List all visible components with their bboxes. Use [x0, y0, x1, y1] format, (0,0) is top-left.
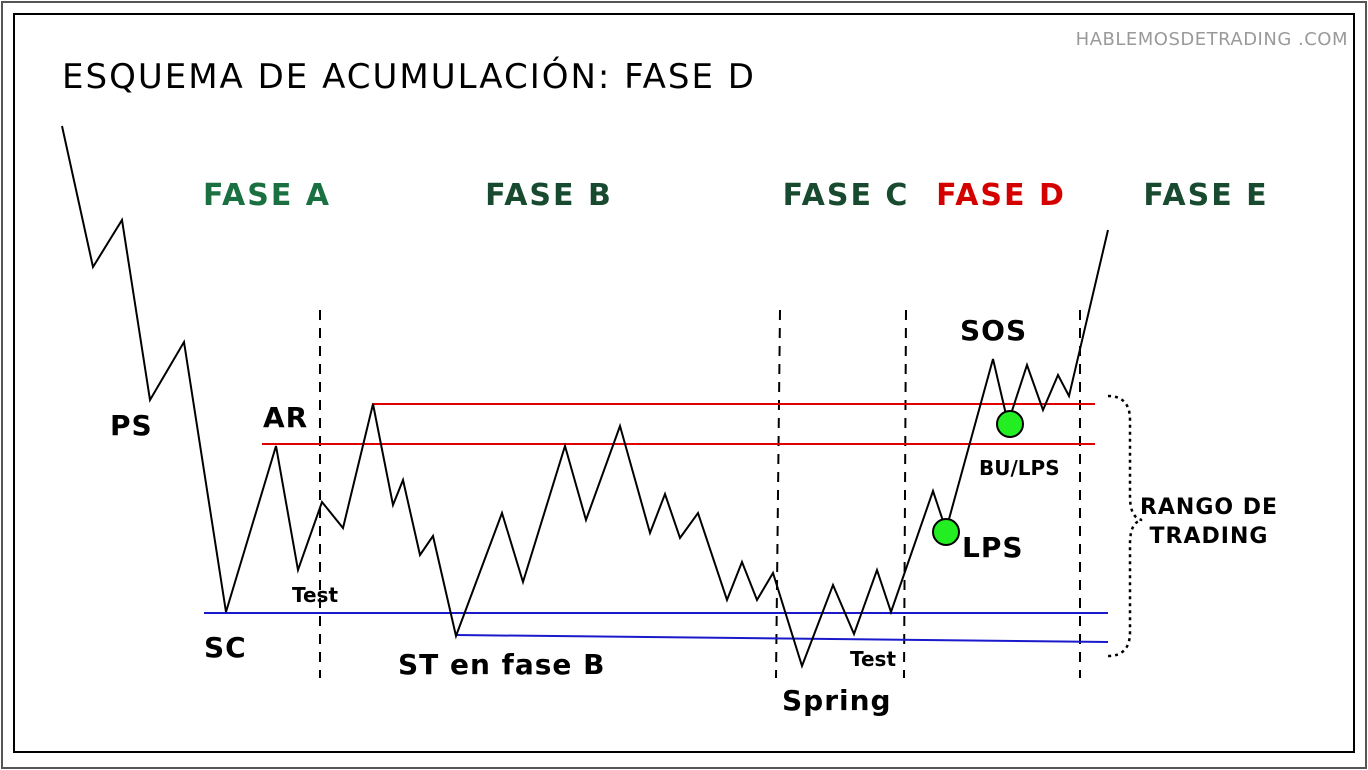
label-lps: LPS	[962, 531, 1024, 564]
phase-dividers	[319, 309, 1081, 679]
divider-b-c	[775, 309, 781, 679]
page-title: ESQUEMA DE ACUMULACIÓN: FASE D	[62, 56, 756, 97]
inner-border	[13, 13, 1355, 753]
label-test-c: Test	[850, 647, 896, 671]
range-label-line1: RANGO DE	[1140, 495, 1278, 520]
phase-d-label: FASE D	[936, 178, 1066, 213]
label-bu-lps: BU/LPS	[979, 456, 1060, 480]
phase-a-label: FASE A	[203, 178, 331, 213]
label-sos: SOS	[960, 314, 1027, 347]
support-line-lower	[455, 634, 1109, 643]
bu-lps-marker	[996, 410, 1024, 438]
phase-c-label: FASE C	[783, 178, 910, 213]
divider-c-d	[903, 309, 907, 679]
phase-e-label: FASE E	[1143, 178, 1268, 213]
watermark: HABLEMOSDETRADING .COM	[1076, 29, 1348, 50]
label-st-fase-b: ST en fase B	[398, 648, 606, 681]
label-test-a: Test	[292, 583, 338, 607]
phase-b-label: FASE B	[485, 178, 613, 213]
range-brace	[1107, 394, 1143, 658]
range-label-line2: TRADING	[1150, 524, 1269, 549]
label-ar: AR	[263, 401, 308, 434]
lps-marker	[932, 518, 960, 546]
label-sc: SC	[204, 631, 247, 664]
label-ps: PS	[110, 409, 153, 442]
label-spring: Spring	[782, 684, 892, 717]
